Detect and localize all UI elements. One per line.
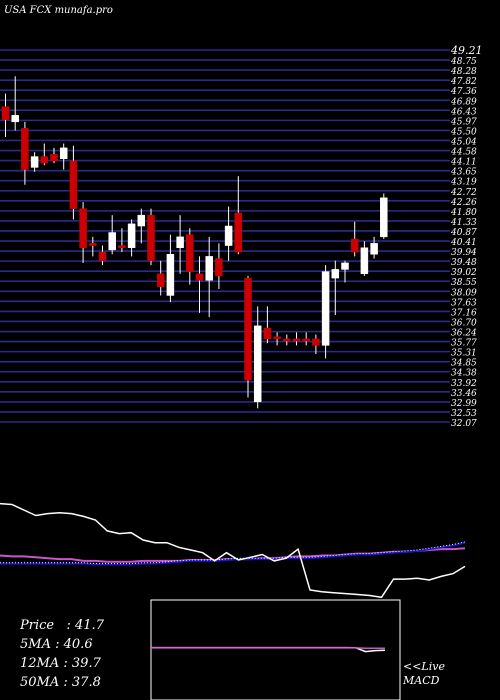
candle-body [380, 197, 388, 238]
price-tick-label: 42.72 [450, 188, 477, 198]
candle-body [263, 327, 272, 340]
candle-body [312, 338, 320, 346]
candle-body [283, 338, 291, 342]
price-axis: 49.2148.7548.2847.8247.3646.8946.4345.97… [450, 44, 483, 429]
candle-body [350, 238, 359, 253]
ma50-row: 50MA : 37.8 [20, 675, 101, 690]
candle-body [79, 208, 87, 248]
price-tick-label: 43.19 [450, 178, 477, 188]
price-tick-label: 34.38 [451, 369, 477, 379]
candle-body [108, 232, 116, 251]
price-tick-label: 39.94 [451, 248, 477, 258]
price-tick-label: 39.02 [451, 268, 477, 278]
price-tick-label: 33.92 [451, 379, 477, 389]
price-row: Price : 41.7 [20, 618, 104, 633]
candle-body [1, 106, 10, 120]
candle-body [370, 243, 378, 255]
candle-body [166, 253, 175, 296]
candle-body [30, 156, 39, 168]
candle-body [176, 236, 184, 248]
price-tick-label: 47.82 [450, 77, 477, 87]
ma12-row: 12MA : 39.7 [20, 656, 101, 671]
candles [1, 76, 388, 409]
ema-mid-dotted-line [0, 541, 466, 565]
price-tick-label: 38.55 [451, 278, 477, 288]
price-tick-label: 46.43 [450, 107, 477, 117]
macd-label-line2: MACD [403, 674, 440, 687]
price-tick-label: 41.33 [450, 218, 477, 228]
chart-title: USA FCX munafa.pro [4, 5, 113, 16]
price-tick-label: 44.58 [450, 148, 477, 158]
price-tick-label: 38.09 [451, 288, 477, 298]
candle-body [50, 154, 58, 162]
candle-body [69, 160, 78, 209]
price-tick-label: 45.50 [450, 127, 477, 137]
price-tick-label: 32.07 [451, 419, 477, 429]
price-tick-label: 49.21 [450, 44, 483, 57]
candle-body [147, 214, 155, 261]
candle-body [360, 247, 369, 275]
macd-label: <<Live MACD [403, 660, 445, 688]
candle-body [273, 336, 281, 340]
price-tick-label: 45.04 [450, 137, 477, 147]
price-tick-label: 45.97 [450, 117, 477, 127]
macd-panel [150, 599, 401, 700]
candle-body [89, 243, 97, 246]
candle-body [341, 262, 349, 270]
price-tick-label: 32.53 [451, 409, 477, 419]
candle-body [127, 223, 136, 248]
price-tick-label: 43.65 [450, 168, 477, 178]
ma5-row: 5MA : 40.6 [20, 637, 93, 652]
candle-body [224, 225, 233, 246]
price-grid [0, 49, 450, 423]
candle-body [244, 277, 252, 381]
macd-frame [150, 599, 401, 700]
price-tick-label: 40.87 [450, 228, 477, 238]
price-tick-label: 36.70 [451, 318, 477, 328]
ema-fast-line [0, 502, 466, 599]
candle-body [186, 234, 194, 272]
candle-body [156, 273, 165, 288]
candle-body [215, 258, 223, 277]
candle-body [292, 338, 301, 342]
candle-body [137, 214, 146, 227]
indicator-block: Price : 41.7 5MA : 40.6 12MA : 39.7 50MA… [20, 616, 104, 692]
candle-body [59, 147, 68, 159]
price-tick-label: 48.28 [450, 67, 477, 77]
candle-body [40, 156, 49, 164]
candle-body [321, 271, 330, 346]
price-tick-label: 33.46 [451, 389, 477, 399]
candle-body [205, 256, 213, 281]
price-tick-label: 35.31 [451, 349, 477, 359]
moving-averages [0, 502, 466, 599]
price-tick-label: 39.48 [451, 258, 477, 268]
price-tick-label: 40.41 [450, 238, 477, 248]
candle-body [11, 115, 19, 123]
price-tick-label: 46.89 [450, 97, 477, 107]
ema-mid-line [0, 541, 466, 566]
macd-label-line1: <<Live [403, 660, 445, 673]
price-tick-label: 34.85 [451, 359, 477, 369]
candle-body [21, 128, 29, 170]
price-tick-label: 36.24 [451, 329, 477, 339]
candle-body [253, 325, 262, 403]
candle-body [195, 273, 204, 281]
price-tick-label: 32.99 [451, 399, 477, 409]
price-tick-label: 48.75 [450, 57, 477, 67]
price-tick-label: 47.36 [450, 87, 477, 97]
price-tick-label: 42.26 [450, 198, 477, 208]
price-tick-label: 44.11 [450, 158, 477, 168]
candle-body [302, 338, 310, 342]
price-tick-label: 37.16 [451, 308, 477, 318]
price-tick-label: 37.63 [451, 298, 477, 308]
price-tick-label: 35.77 [451, 339, 477, 349]
candle-body [331, 269, 340, 279]
price-tick-label: 41.80 [450, 208, 477, 218]
candle-body [118, 245, 126, 248]
candle-body [234, 212, 243, 253]
candle-body [98, 251, 107, 261]
